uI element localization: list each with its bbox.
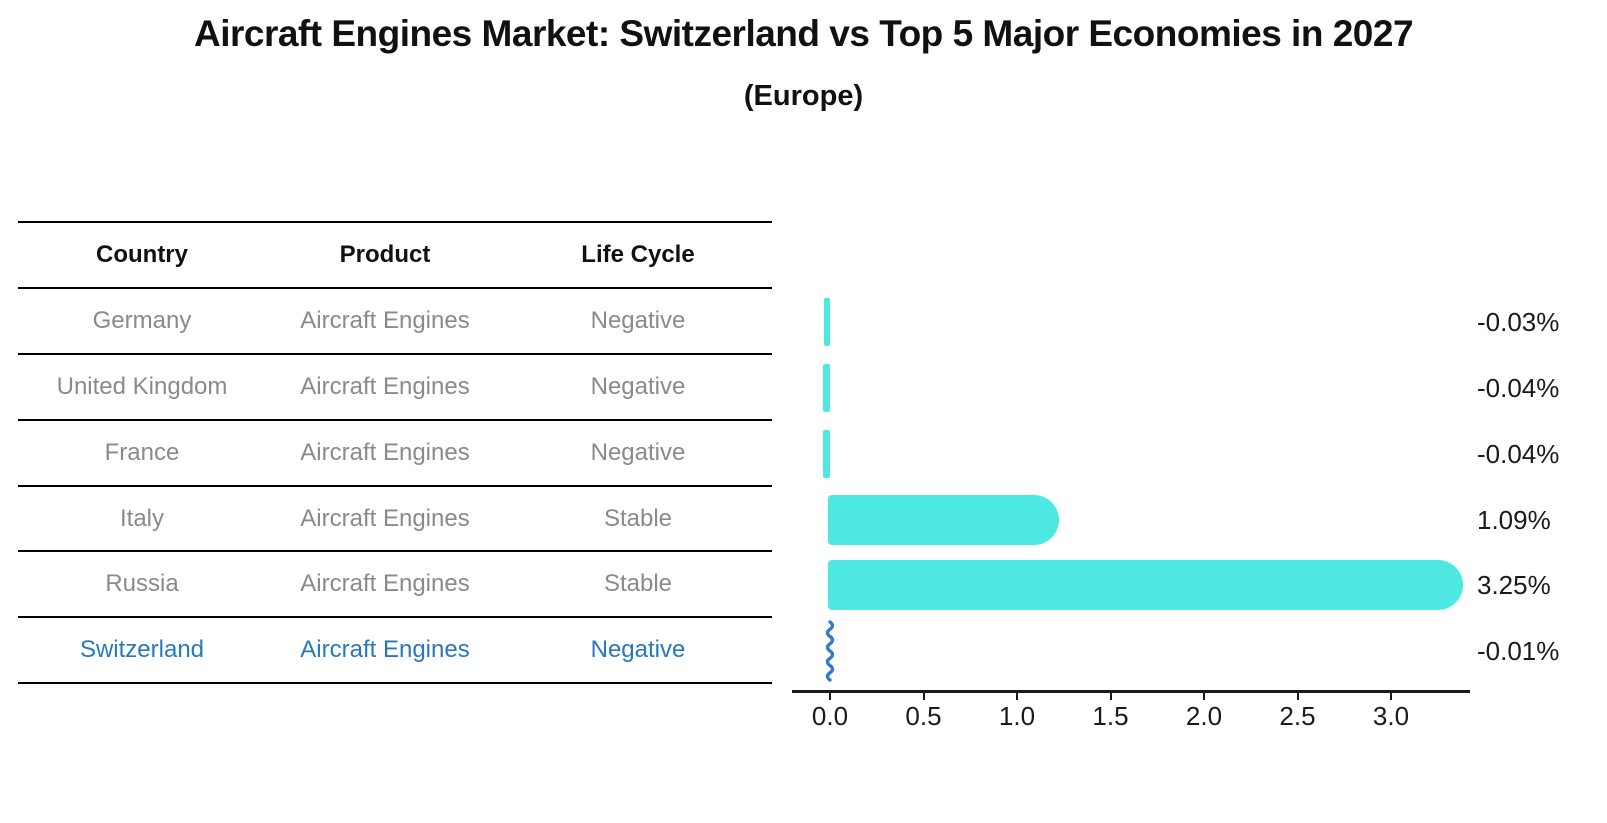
bar-italy (828, 494, 1059, 545)
value-label-switzerland: -0.01% (1477, 636, 1560, 667)
cell-product: Aircraft Engines (300, 372, 470, 400)
cell-product: Aircraft Engines (300, 438, 470, 466)
cell-country: Germany (92, 306, 192, 334)
col-header-country: Country (96, 240, 188, 268)
x-tick-label-2.0: 2.0 (1185, 701, 1223, 731)
x-tick-label-1.5: 1.5 (1092, 701, 1129, 731)
value-label-russia: 3.25% (1477, 570, 1551, 601)
x-tick-0.5 (922, 692, 925, 700)
x-tick-1.0 (1016, 692, 1019, 700)
x-tick-label-3.0: 3.0 (1372, 701, 1410, 731)
bar-russia (828, 560, 1463, 611)
table-header-row: Country Product Life Cycle (18, 223, 772, 289)
table-row-italy: Italy Aircraft Engines Stable (18, 487, 772, 553)
value-label-germany: -0.03% (1477, 307, 1560, 337)
col-header-product: Product (339, 240, 431, 268)
col-header-life-cycle: Life Cycle (581, 240, 695, 268)
x-tick-0.0 (829, 692, 832, 700)
comparison-table: Country Product Life Cycle Germany Aircr… (18, 221, 772, 685)
x-tick-2.5 (1296, 692, 1299, 700)
x-tick-1.5 (1109, 692, 1112, 700)
bar-switzerland-squiggle (825, 620, 835, 682)
table-row-united-kingdom: United Kingdom Aircraft Engines Negative (18, 355, 772, 421)
cell-life-cycle: Stable (603, 504, 673, 532)
chart-title: Aircraft Engines Market: Switzerland vs … (193, 13, 1414, 54)
table-row-russia: Russia Aircraft Engines Stable (18, 552, 772, 619)
bar-germany (824, 298, 830, 346)
cell-life-cycle: Negative (590, 636, 686, 664)
x-tick-label-2.5: 2.5 (1279, 701, 1316, 731)
cell-country: Russia (105, 570, 179, 598)
x-tick-2.0 (1203, 692, 1206, 700)
cell-country: Italy (119, 504, 164, 532)
value-label-united-kingdom: -0.04% (1477, 372, 1560, 403)
x-tick-label-1.0: 1.0 (998, 701, 1036, 731)
value-label-france: -0.04% (1477, 438, 1560, 469)
cell-product: Aircraft Engines (300, 504, 470, 532)
cell-life-cycle: Stable (603, 570, 673, 598)
cell-life-cycle: Negative (590, 306, 686, 334)
cell-country: Switzerland (79, 636, 205, 664)
table-row-france: France Aircraft Engines Negative (18, 421, 772, 487)
cell-country: United Kingdom (56, 372, 228, 400)
table-row-switzerland: Switzerland Aircraft Engines Negative (18, 618, 772, 685)
value-label-italy: 1.09% (1477, 504, 1551, 535)
cell-product: Aircraft Engines (300, 306, 470, 334)
x-tick-3.0 (1390, 692, 1393, 700)
cell-product: Aircraft Engines (300, 636, 470, 664)
x-tick-label-0.5: 0.5 (905, 701, 942, 731)
x-axis-line (792, 690, 1470, 693)
cell-country: France (104, 438, 180, 466)
cell-product: Aircraft Engines (300, 570, 470, 598)
cell-life-cycle: Negative (590, 438, 686, 466)
bar-france (822, 429, 830, 478)
chart-subtitle: (Europe) (743, 80, 864, 112)
table-row-germany: Germany Aircraft Engines Negative (18, 289, 772, 355)
x-tick-label-0.0: 0.0 (811, 701, 849, 731)
cell-life-cycle: Negative (590, 372, 686, 400)
bar-united-kingdom (822, 363, 830, 412)
